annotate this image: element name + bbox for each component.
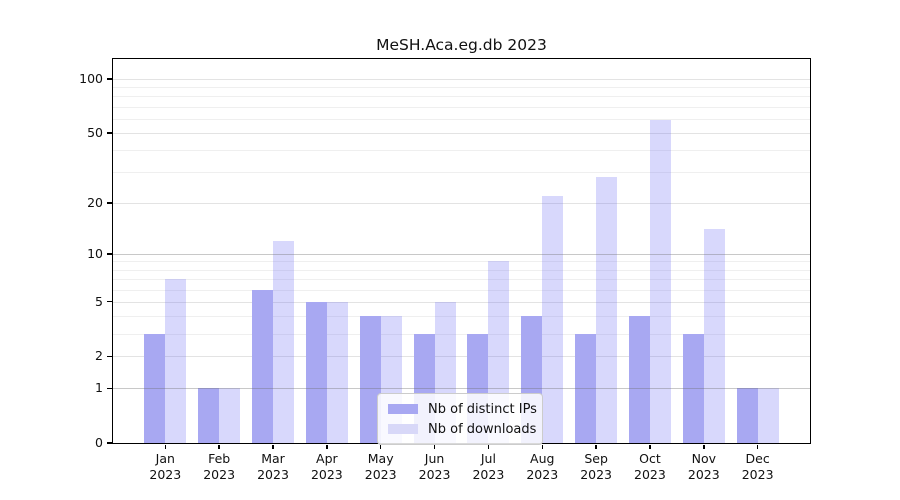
x-axis-tick xyxy=(326,444,328,449)
bar-downloads-apr xyxy=(326,301,348,443)
bar-downloads-oct xyxy=(649,120,671,443)
gridline-minor xyxy=(113,316,810,318)
y-tick-label: 100 xyxy=(79,71,103,87)
y-tick-label: 5 xyxy=(95,293,103,309)
y-axis-tick xyxy=(106,78,112,80)
gridline xyxy=(113,79,810,80)
gridline-minor xyxy=(113,150,810,152)
gridline xyxy=(113,356,810,358)
y-axis-tick xyxy=(106,300,112,303)
x-axis-tick xyxy=(541,444,543,449)
x-tick-label: Jun 2023 xyxy=(418,451,451,483)
x-axis-tick xyxy=(379,444,382,449)
bar-distinct-ips-apr xyxy=(305,301,327,443)
gridline xyxy=(113,301,810,303)
gridline-major xyxy=(113,388,810,390)
gridline-minor xyxy=(113,289,810,291)
gridline xyxy=(113,132,810,134)
legend-label-downloads: Nb of downloads xyxy=(428,421,537,437)
legend-swatch-distinct-ips xyxy=(388,404,418,414)
gridline-minor xyxy=(113,278,810,280)
bar-downloads-dec xyxy=(757,388,779,443)
x-tick-label: Jan 2023 xyxy=(149,451,182,483)
chart-title: MeSH.Aca.eg.db 2023 xyxy=(376,36,547,54)
legend-item-distinct-ips: Nb of distinct IPs xyxy=(386,399,537,419)
gridline xyxy=(113,202,810,204)
gridline-minor xyxy=(113,172,810,174)
bar-downloads-jan xyxy=(165,279,187,443)
gridline-minor xyxy=(113,87,810,89)
gridline-minor xyxy=(113,96,810,98)
x-axis-tick xyxy=(703,444,705,449)
x-tick-label: Aug 2023 xyxy=(526,451,559,483)
y-tick-label: 50 xyxy=(87,125,103,141)
gridline-major xyxy=(113,253,810,255)
y-axis-tick xyxy=(106,132,112,134)
x-tick-label: Nov 2023 xyxy=(687,451,720,483)
gridline-minor xyxy=(113,118,810,120)
bar-downloads-aug xyxy=(542,195,564,443)
x-tick-label: Oct 2023 xyxy=(634,451,666,483)
x-tick-label: Mar 2023 xyxy=(257,451,289,483)
x-tick-label: May 2023 xyxy=(364,451,397,483)
bar-downloads-feb xyxy=(219,388,241,443)
bar-distinct-ips-feb xyxy=(198,388,220,443)
plot-area: 100 50 20 10 5 2 1 0 Jan 2023 Feb 2023 Mar 2023 Apr… xyxy=(79,58,811,482)
legend-label-distinct-ips: Nb of distinct IPs xyxy=(428,401,537,417)
gridline-layer xyxy=(113,59,810,443)
major-gridline-overlay xyxy=(113,59,810,443)
bar-downloads-nov xyxy=(703,229,725,443)
y-tick-label: 10 xyxy=(87,246,103,262)
y-axis-tick xyxy=(106,253,112,255)
bar-distinct-ips-oct xyxy=(628,316,650,443)
gridline-minor xyxy=(113,269,810,271)
y-axis-tick xyxy=(106,202,112,204)
bar-distinct-ips-mar xyxy=(252,289,273,443)
axis-tick-layer: 100 50 20 10 5 2 1 0 Jan 2023 Feb 2023 Mar 2023 Apr… xyxy=(79,59,810,482)
bar-downloads-sep xyxy=(596,177,618,443)
x-axis-tick xyxy=(487,444,490,449)
y-axis-tick xyxy=(106,442,112,444)
gridline-minor xyxy=(113,261,810,263)
y-tick-label: 2 xyxy=(95,348,103,364)
legend: Nb of distinct IPs Nb of downloads xyxy=(377,393,543,445)
x-axis-tick xyxy=(756,444,759,449)
y-tick-label: 1 xyxy=(95,380,103,396)
bar-distinct-ips-nov xyxy=(682,333,704,443)
y-axis-tick xyxy=(106,355,112,358)
x-tick-label: Feb 2023 xyxy=(203,451,236,483)
y-tick-label: 20 xyxy=(87,195,103,211)
gridline-minor xyxy=(113,333,810,335)
bar-distinct-ips-dec xyxy=(736,388,758,443)
x-axis-tick xyxy=(218,444,220,449)
x-axis-tick xyxy=(272,444,274,449)
y-tick-label: 0 xyxy=(95,435,103,451)
bar-distinct-ips-jan xyxy=(144,333,166,443)
x-axis-tick xyxy=(164,444,167,449)
bar-layer xyxy=(113,59,810,443)
y-axis-tick xyxy=(106,387,112,390)
x-axis-tick xyxy=(433,444,436,449)
legend-swatch-downloads xyxy=(388,424,418,434)
x-axis-tick xyxy=(649,444,651,449)
x-tick-label: Dec 2023 xyxy=(741,451,774,483)
bar-distinct-ips-sep xyxy=(575,333,597,443)
gridline-minor xyxy=(113,106,810,108)
x-tick-label: Apr 2023 xyxy=(310,451,343,483)
x-tick-label: Sep 2023 xyxy=(580,451,612,483)
legend-item-downloads: Nb of downloads xyxy=(386,419,537,439)
x-tick-label: Jul 2023 xyxy=(472,451,505,483)
x-axis-tick xyxy=(595,444,597,449)
bar-downloads-mar xyxy=(273,240,294,443)
